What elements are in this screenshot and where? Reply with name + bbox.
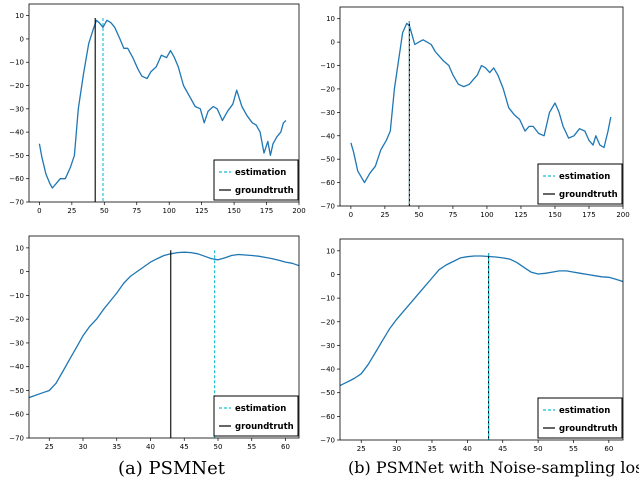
y-tick-label: −40 — [9, 129, 24, 137]
x-tick-label: 30 — [79, 443, 88, 451]
y-tick-label: −30 — [320, 342, 335, 350]
x-tick-label: 75 — [448, 211, 457, 219]
x-tick-label: 25 — [67, 207, 76, 215]
x-tick-label: 75 — [132, 207, 141, 215]
x-tick-label: 25 — [380, 211, 389, 219]
y-tick-label: −50 — [9, 152, 24, 160]
x-tick-label: 50 — [534, 445, 543, 453]
series-line — [340, 255, 623, 387]
y-tick-label: −10 — [320, 62, 335, 70]
y-tick-label: −40 — [320, 132, 335, 140]
series-line — [38, 19, 287, 189]
y-tick-label: −10 — [320, 295, 335, 303]
y-tick-label: −50 — [9, 387, 24, 395]
y-tick-label: −70 — [9, 435, 24, 443]
x-tick-label: 35 — [112, 443, 121, 451]
y-tick-label: −60 — [9, 411, 24, 419]
y-tick-label: 10 — [15, 12, 24, 20]
y-tick-label: −10 — [9, 59, 24, 67]
plot-frame — [28, 235, 300, 439]
legend-box — [537, 397, 623, 439]
x-tick-label: 50 — [414, 211, 423, 219]
x-tick-label: 30 — [392, 445, 401, 453]
plot-frame — [28, 3, 300, 203]
x-tick-label: 100 — [480, 211, 493, 219]
x-tick-label: 40 — [146, 443, 155, 451]
legend-estimation-label: estimation — [235, 168, 286, 178]
y-tick-label: −50 — [320, 156, 335, 164]
legend-estimation-label: estimation — [559, 406, 610, 416]
y-tick-label: 10 — [326, 15, 335, 23]
y-tick-label: 0 — [20, 268, 24, 276]
y-tick-label: −60 — [9, 175, 24, 183]
y-tick-label: 0 — [331, 271, 335, 279]
legend-estimation-label: estimation — [559, 172, 610, 182]
y-tick-label: −20 — [9, 82, 24, 90]
x-tick-label: 35 — [428, 445, 437, 453]
y-tick-label: 0 — [20, 35, 24, 43]
x-tick-label: 125 — [514, 211, 527, 219]
y-tick-label: −40 — [320, 366, 335, 374]
legend-box — [537, 163, 623, 205]
x-tick-label: 60 — [604, 445, 613, 453]
y-tick-label: −30 — [9, 105, 24, 113]
x-tick-label: 55 — [569, 445, 578, 453]
y-tick-label: −30 — [9, 339, 24, 347]
caption-b: (b) PSMNet with Noise-sampling loss — [348, 458, 639, 477]
x-tick-label: 0 — [37, 207, 41, 215]
x-tick-label: 25 — [45, 443, 54, 451]
plot-frame — [339, 238, 624, 441]
y-tick-label: 10 — [15, 244, 24, 252]
y-tick-label: −70 — [320, 437, 335, 445]
y-tick-label: −60 — [320, 413, 335, 421]
y-tick-label: −30 — [320, 109, 335, 117]
caption-a: (a) PSMNet — [118, 458, 226, 479]
x-tick-label: 150 — [227, 207, 240, 215]
x-tick-label: 175 — [260, 207, 273, 215]
x-tick-label: 25 — [357, 445, 366, 453]
legend-groundtruth-label: groundtruth — [235, 186, 294, 196]
x-tick-label: 175 — [582, 211, 595, 219]
legend-groundtruth-label: groundtruth — [559, 190, 618, 200]
chart-bottom-left: −70 −60 −50 −40 −30 −20 −10 0 10 25 30 35 40 45 50 55 60… — [9, 235, 300, 451]
plot-frame — [339, 6, 624, 207]
series-line — [350, 22, 612, 184]
x-tick-label: 200 — [292, 207, 305, 215]
x-tick-label: 50 — [214, 443, 223, 451]
y-tick-label: 10 — [326, 247, 335, 255]
y-tick-label: −60 — [320, 179, 335, 187]
legend-estimation-label: estimation — [235, 404, 286, 414]
x-tick-label: 60 — [281, 443, 290, 451]
x-tick-label: 55 — [247, 443, 256, 451]
y-tick-label: −40 — [9, 363, 24, 371]
x-tick-label: 45 — [180, 443, 189, 451]
x-tick-label: 200 — [616, 211, 629, 219]
legend-box — [213, 159, 299, 201]
y-tick-label: 0 — [331, 39, 335, 47]
chart-bottom-right: −70 −60 −50 −40 −30 −20 −10 0 10 25 30 35 40 45 50 55 60… — [320, 238, 624, 453]
legend-groundtruth-label: groundtruth — [235, 422, 294, 432]
x-tick-label: 150 — [548, 211, 561, 219]
y-tick-label: −20 — [320, 85, 335, 93]
x-tick-label: 100 — [163, 207, 176, 215]
x-tick-label: 0 — [349, 211, 353, 219]
y-tick-label: −20 — [9, 316, 24, 324]
legend-box — [213, 395, 299, 437]
y-tick-label: −50 — [320, 389, 335, 397]
x-tick-label: 125 — [195, 207, 208, 215]
x-tick-label: 50 — [100, 207, 109, 215]
y-tick-label: −70 — [320, 203, 335, 211]
legend-groundtruth-label: groundtruth — [559, 424, 618, 434]
y-tick-label: −20 — [320, 318, 335, 326]
x-tick-label: 45 — [498, 445, 507, 453]
series-line — [29, 251, 299, 399]
y-tick-label: −10 — [9, 292, 24, 300]
x-tick-label: 40 — [463, 445, 472, 453]
y-tick-label: −70 — [9, 199, 24, 207]
